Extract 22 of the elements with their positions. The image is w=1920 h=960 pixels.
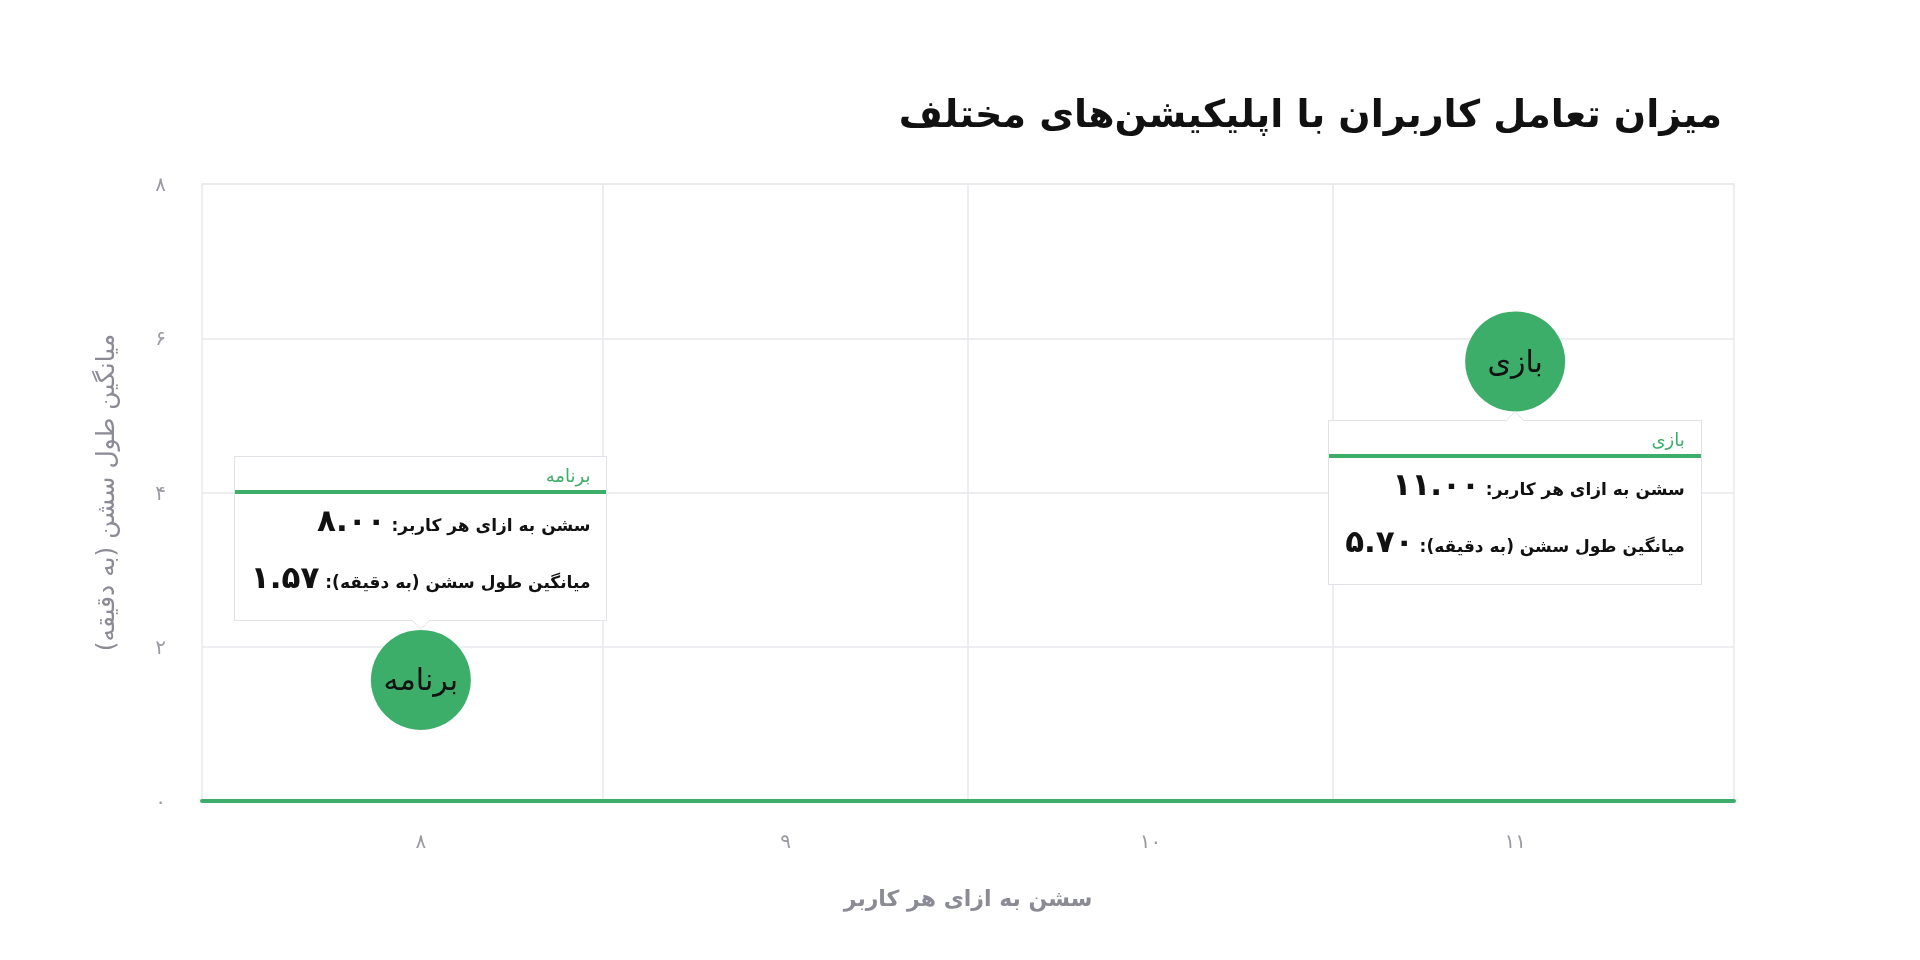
tooltip-callout: برنامه سشن به ازای هر کاربر: ۸.۰۰ میانگین طول سشن (به دقیقه): ۱.۵۷ bbox=[233, 455, 608, 630]
annotation: بازی bbox=[1329, 421, 1701, 459]
y-tick-label: ۸ bbox=[155, 172, 167, 196]
x-tick-label: ۹ bbox=[780, 829, 791, 853]
y-tick-label: ۶ bbox=[155, 326, 166, 351]
series-label: بازی bbox=[1487, 343, 1543, 379]
y-axis-title: میانگین طول سشن (به دقیقه) bbox=[91, 333, 120, 652]
y-tick-label: ۰ bbox=[155, 789, 166, 813]
series-label: برنامه bbox=[383, 662, 459, 698]
y-tick-label: ۲ bbox=[155, 634, 166, 659]
annotation: میانگین طول سشن (به دقیقه): ۵.۷۰ bbox=[1345, 523, 1685, 560]
x-tick-label: ۱۱ bbox=[1504, 829, 1526, 853]
annotation: سشن به ازای هر کاربر: ۸.۰۰ bbox=[317, 501, 591, 538]
chart-title: میزان تعامل کاربران با اپلیکیشن‌های مختلف bbox=[898, 92, 1723, 136]
annotation: برنامه bbox=[234, 456, 607, 494]
x-tick-label: ۱۰ bbox=[1139, 829, 1162, 853]
annotation: میانگین طول سشن (به دقیقه): ۱.۵۷ bbox=[250, 558, 591, 595]
annotation: سشن به ازای هر کاربر: ۱۱.۰۰ bbox=[1392, 466, 1685, 503]
x-axis-title: سشن به ازای هر کاربر bbox=[842, 885, 1093, 912]
tooltip-callout: بازی سشن به ازای هر کاربر: ۱۱.۰۰ میانگین طول سشن (به دقیقه): ۵.۷۰ bbox=[1328, 411, 1702, 586]
y-tick-label: ۴ bbox=[155, 480, 166, 505]
x-tick-label: ۸ bbox=[415, 829, 427, 853]
